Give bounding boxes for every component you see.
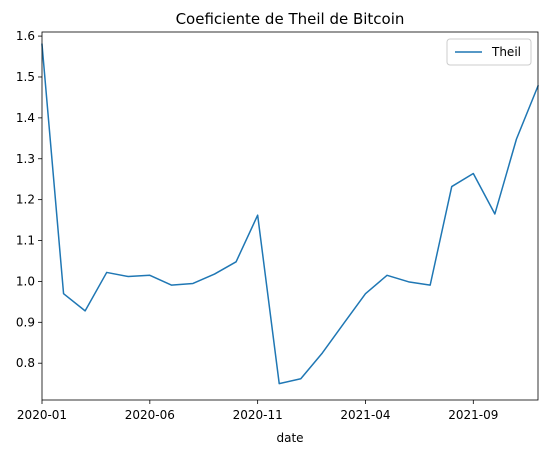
data-point <box>429 284 431 286</box>
data-point <box>472 172 474 174</box>
y-axis: 0.8 0.9 1.0 1.1 1.2 1.3 1.4 1.5 1.6 <box>16 29 42 370</box>
x-tick-label: 2020-11 <box>233 408 283 422</box>
data-point <box>213 273 215 275</box>
y-tick-label: 0.9 <box>16 315 35 329</box>
y-tick-label: 1.6 <box>16 29 35 43</box>
y-tick-label: 1.2 <box>16 193 35 207</box>
data-point <box>386 274 388 276</box>
data-point <box>451 185 453 187</box>
x-tick-label: 2020-06 <box>125 408 175 422</box>
data-point <box>105 271 107 273</box>
x-tick-label: 2021-09 <box>448 408 498 422</box>
data-point <box>407 281 409 283</box>
y-tick-label: 1.0 <box>16 274 35 288</box>
x-axis: 2020-01 2020-06 2020-11 2021-04 2021-09 <box>17 400 498 422</box>
data-point <box>494 213 496 215</box>
data-point <box>62 292 64 294</box>
data-point <box>515 138 517 140</box>
legend: Theil <box>446 38 532 66</box>
x-axis-title: date <box>276 431 303 445</box>
data-point <box>364 292 366 294</box>
data-point <box>278 382 280 384</box>
data-point <box>149 274 151 276</box>
series-layer <box>41 43 539 385</box>
y-tick-label: 0.8 <box>16 356 35 370</box>
data-point <box>192 282 194 284</box>
y-tick-label: 1.1 <box>16 234 35 248</box>
x-tick-label: 2020-01 <box>17 408 67 422</box>
y-tick-label: 1.5 <box>16 70 35 84</box>
data-point <box>321 352 323 354</box>
series-line-theil <box>41 43 539 385</box>
data-point <box>127 275 129 277</box>
data-point <box>84 310 86 312</box>
y-tick-label: 1.3 <box>16 152 35 166</box>
chart-title: Coeficiente de Theil de Bitcoin <box>176 10 405 28</box>
data-point <box>170 284 172 286</box>
plot-frame <box>41 31 539 401</box>
data-point <box>300 378 302 380</box>
legend-box <box>446 38 532 66</box>
y-tick-label: 1.4 <box>16 111 35 125</box>
data-point <box>343 322 345 324</box>
legend-label-theil: Theil <box>491 45 521 59</box>
data-point <box>235 261 237 263</box>
data-point <box>256 214 258 216</box>
x-tick-label: 2021-04 <box>340 408 390 422</box>
